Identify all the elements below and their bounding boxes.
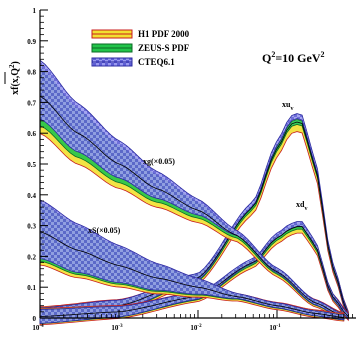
y-tick-label: 0.3	[27, 223, 36, 231]
band-cteq-xdv	[39, 221, 349, 324]
y-axis-label: xf(x,Q2)	[8, 61, 21, 95]
axes: 0 0.1 0.2 0.3 0.4 0.5 0.6 0.7 0.8 0.9 1 10-4 10-3 10-…	[4, 7, 356, 332]
y-tick-label: 0.4	[27, 192, 36, 200]
y-tick-label: 0.2	[27, 253, 36, 261]
curve-xsx005	[39, 231, 344, 318]
x-tick-label: 10-4	[32, 324, 44, 332]
legend-label: H1 PDF 2000	[138, 29, 190, 39]
band-cteq-xsx005	[39, 199, 345, 321]
x-tick-label: 10-2	[190, 324, 202, 332]
legend: H1 PDF 2000 ZEUS-S PDF CTEQ6.1	[91, 29, 190, 67]
curve-label-xdv: xdv	[296, 200, 307, 212]
curve-labels: xuv xdv xg(×0.05) xS(×0.05)	[88, 100, 307, 235]
x-tick-label: 10-3	[111, 324, 123, 332]
curve-label-xuv: xuv	[282, 100, 293, 112]
curve-label-xS: xS(×0.05)	[88, 226, 121, 235]
y-tick-label: 0.8	[27, 69, 36, 77]
y-tick-label: 0	[33, 315, 37, 323]
chart-title: Q2=10 GeV2	[262, 50, 325, 65]
y-tick-label: 1	[33, 7, 37, 15]
y-tick-label: 0.1	[27, 284, 36, 292]
y-tick-label: 0.5	[27, 161, 36, 169]
pdf-bands	[39, 59, 349, 326]
curve-xgx005	[39, 95, 344, 317]
y-tick-label: 0.6	[27, 130, 36, 138]
legend-label: ZEUS-S PDF	[138, 43, 190, 53]
y-tick-label: 0.9	[27, 38, 36, 46]
x-tick-label: 10-1	[269, 324, 281, 332]
curve-label-xg: xg(×0.05)	[143, 157, 175, 166]
y-tick-label: 0.7	[27, 99, 36, 107]
legend-label: CTEQ6.1	[138, 57, 175, 67]
